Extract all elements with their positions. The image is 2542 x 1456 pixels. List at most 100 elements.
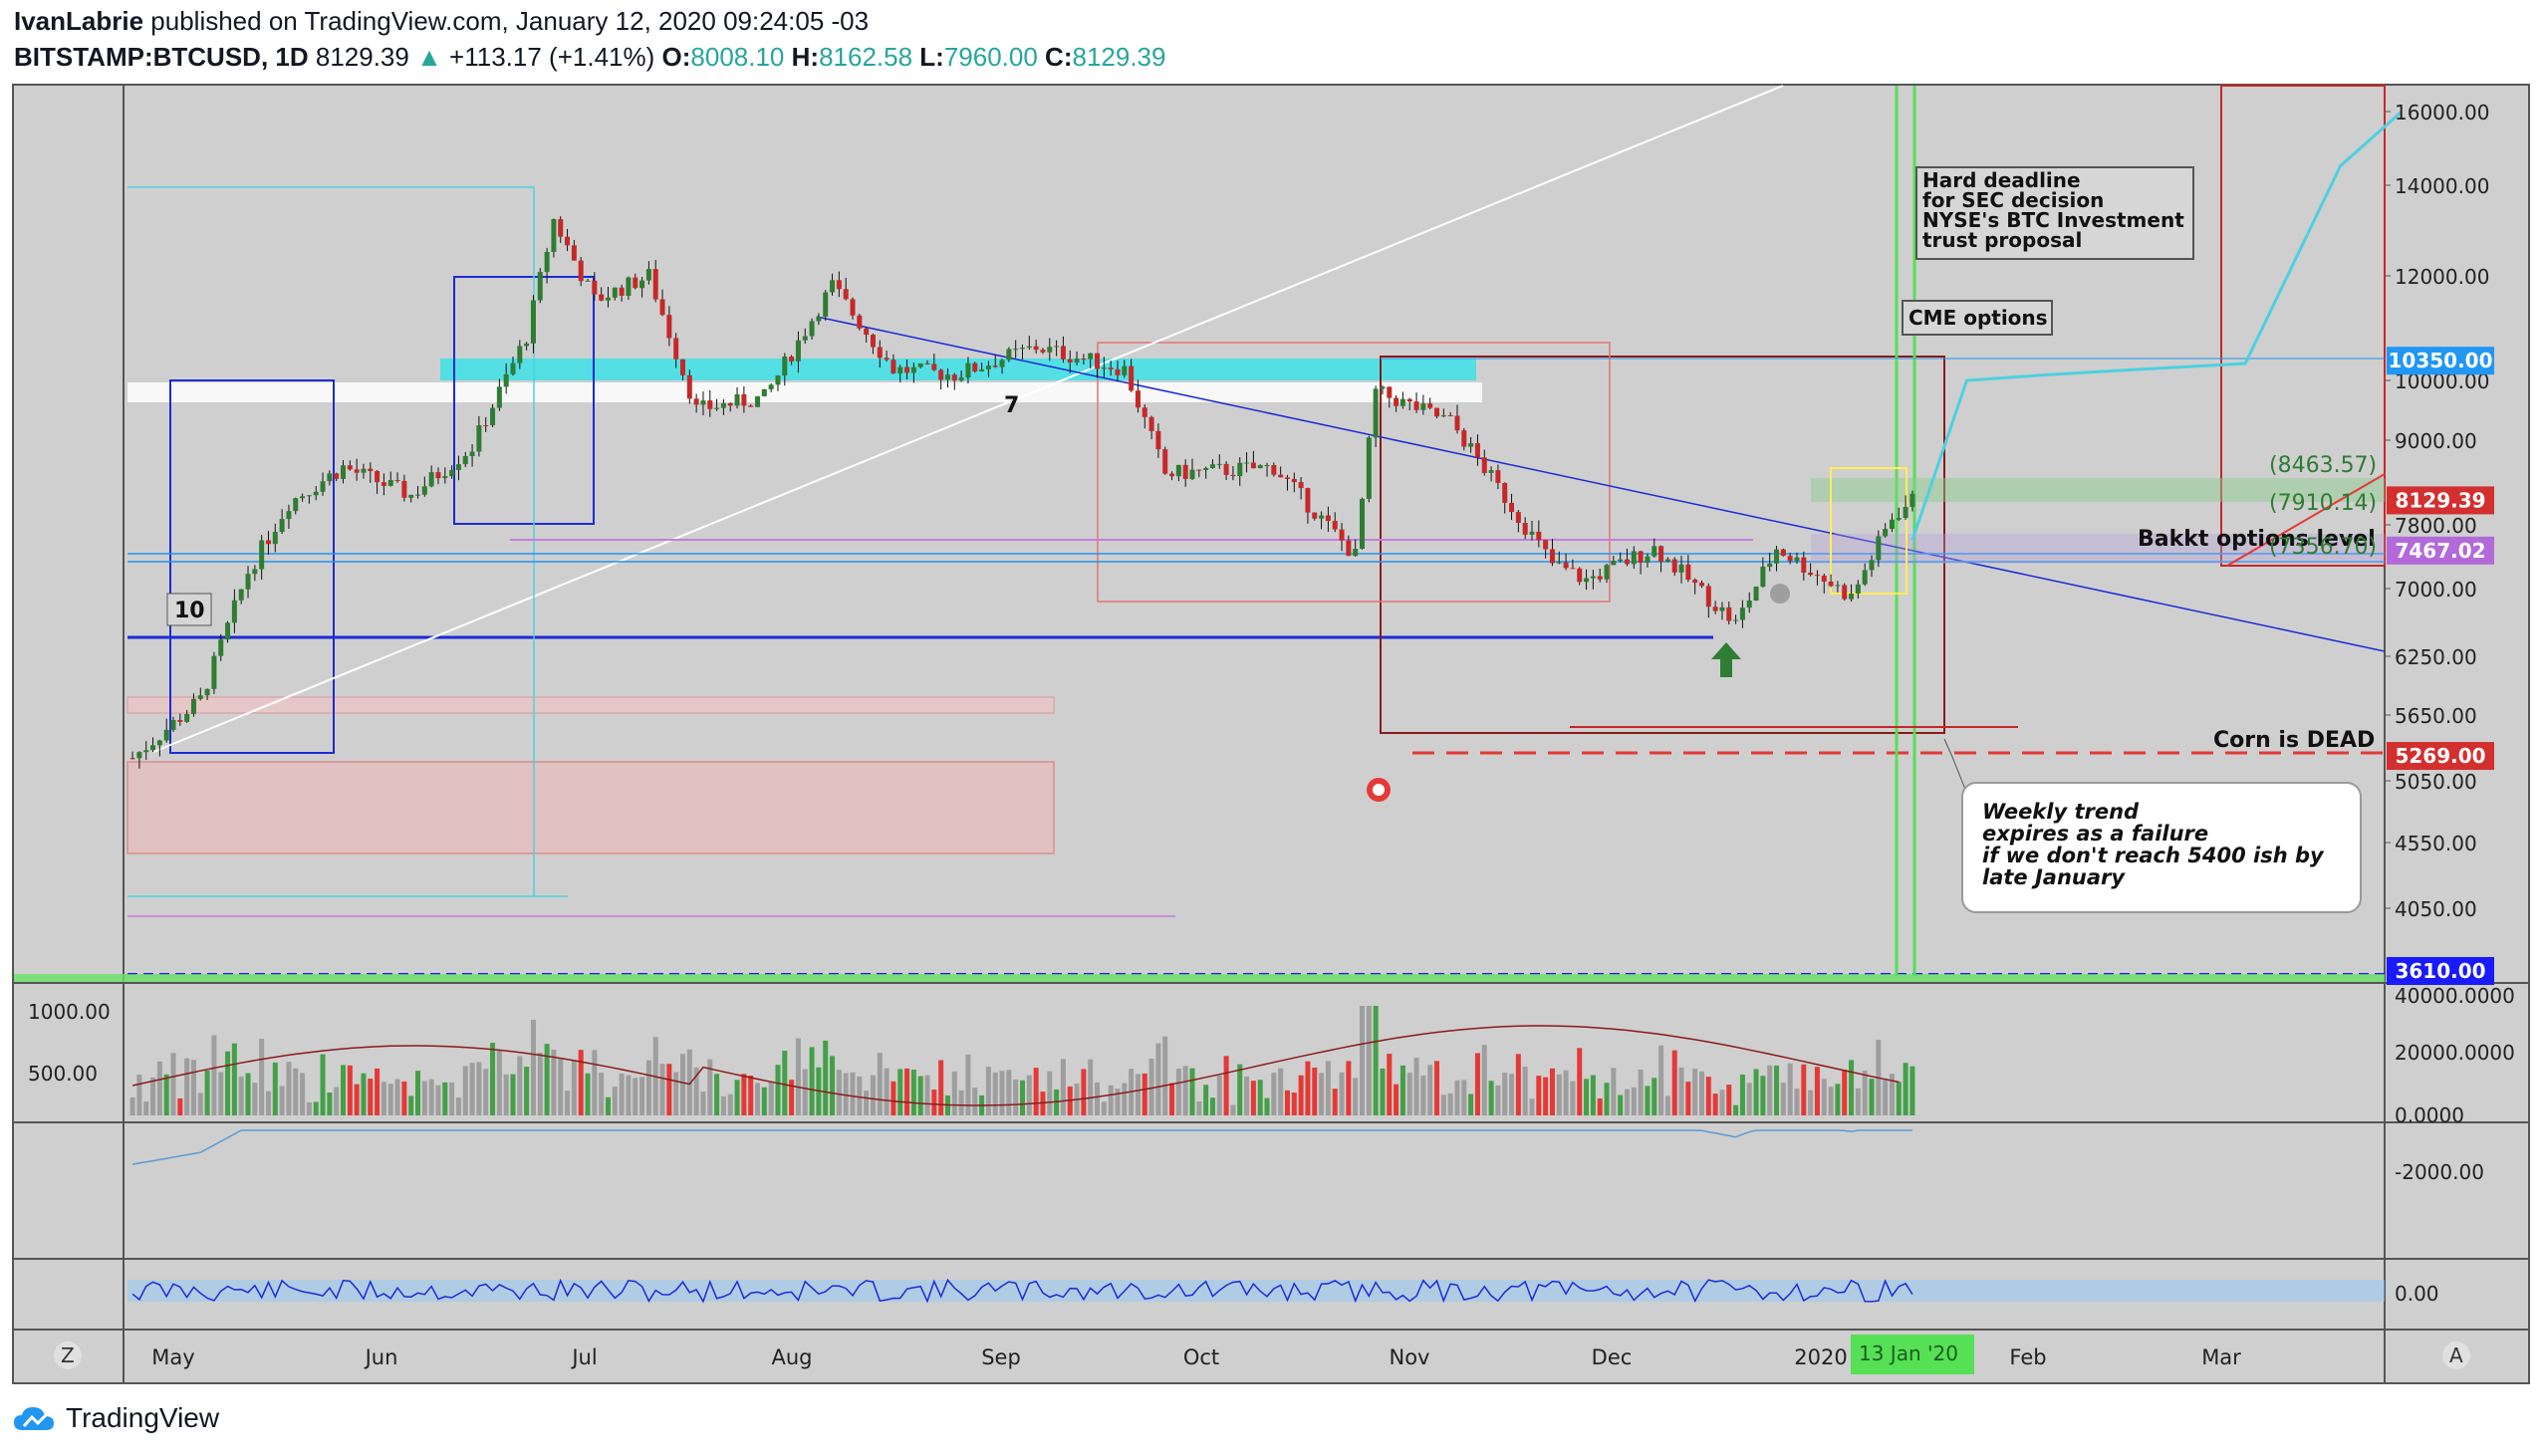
chart-drawings[interactable] [14,85,2386,982]
time-marker-label: 13 Jan '20 [1859,1341,1958,1365]
volume-bar [1468,1093,1474,1115]
candle-body [1618,559,1624,562]
right-scale-label: A [2449,1343,2463,1367]
marker-circle-icon [1770,584,1790,604]
volume-bar [1155,1043,1161,1115]
scale-controls[interactable]: Z A 13 Jan '20 [54,1335,2470,1374]
time-axis[interactable]: May Jun Jul Aug Sep Oct Nov Dec 2020 Feb Mar [151,1345,2241,1369]
high-value: 8162.58 [819,42,913,72]
candle-body [1645,556,1651,563]
candle-body [1209,464,1215,468]
chart-frame[interactable] [12,84,2530,1384]
publisher-name[interactable]: IvanLabrie [14,6,144,36]
candle-body [727,402,733,406]
candle-body [510,363,516,374]
candle-body [1808,572,1814,576]
sec-note-line-2: for SEC decision [1922,188,2104,212]
price-badge-label: 5269.00 [2395,744,2485,768]
candle-body [225,622,231,640]
candle-body [931,364,937,370]
candle-body [341,465,346,479]
cme-note: CME options [1908,306,2048,330]
resistance-band-white [127,382,1482,402]
volume-bar [354,1084,360,1115]
candle-body [1774,549,1780,564]
volume-bar [129,1096,135,1115]
candle-body [1203,467,1209,470]
candle-body [843,289,849,300]
volume-bar [1780,1083,1786,1115]
volume-bar [1753,1069,1759,1115]
candle-body [1814,575,1820,577]
volume-bar [904,1068,910,1115]
demand-zone-upper [127,696,1055,714]
volume-bar [850,1072,856,1115]
volume-bar [1230,1104,1236,1115]
volume-bar [177,1097,183,1115]
candle-body [1821,575,1827,582]
volume-bar [1855,1088,1861,1115]
volume-bar [1604,1083,1610,1115]
volume-bar [1618,1094,1624,1115]
candle-body [578,260,584,282]
volume-bar [1420,1075,1426,1115]
volume-bar [1590,1075,1596,1115]
symbol-label[interactable]: BITSTAMP:BTCUSD, 1D [14,42,309,72]
candle-body [1495,470,1501,483]
candle-body [802,336,808,341]
candle-body [592,280,598,295]
candle-body [1896,518,1902,520]
sec-note-box [1915,166,2194,260]
footer-brand[interactable]: TradingView [66,1402,220,1433]
volume-left-tick: 500.00 [28,1062,98,1086]
candle-body [1033,346,1039,351]
volume-bar [755,1083,761,1115]
volume-bar [1597,1097,1603,1115]
pane-dividers [14,86,2528,1382]
candle-body [245,574,251,590]
candle-body [1189,469,1195,479]
footer[interactable]: TradingView [12,1398,219,1438]
volume-bar [734,1080,740,1115]
volume-bar [958,1090,964,1115]
annotations[interactable]: Hard deadline for SEC decision NYSE's BT… [166,166,2377,913]
volume-bar [551,1050,557,1115]
volume-bar [761,1087,767,1115]
candle-body [1122,365,1128,375]
volume-bar [1339,1072,1345,1115]
candle-body [1570,568,1576,570]
volume-bar [1862,1070,1868,1115]
volume-bar [605,1096,611,1115]
candle-body [761,388,767,396]
volume-bar [1570,1081,1576,1115]
price-badge-label: 7467.02 [2395,539,2485,563]
y-tick-label: 7000.00 [2395,578,2477,602]
candle-body [700,400,706,405]
volume-bar [300,1073,306,1115]
candle-body [1216,463,1222,465]
level-7356-label: (7356.70) [2269,535,2377,560]
volume-bar [1264,1097,1270,1115]
candle-body [524,343,530,347]
candle-body [1169,473,1175,477]
chart-icons[interactable] [1367,584,1790,802]
candle-body [1502,482,1508,503]
volume-bar [1189,1068,1195,1115]
volume-bar [1699,1071,1704,1115]
candle-body [714,407,720,409]
high-label: H: [791,42,820,72]
candle-body [1733,619,1739,621]
projection-line [1910,110,2403,541]
volume-bar [184,1058,190,1115]
volume-bar [1705,1077,1711,1115]
candle-body [782,356,788,376]
volume-bar [156,1061,162,1115]
level-7910-label: (7910.14) [2269,491,2377,516]
volume-bar [720,1095,726,1115]
volume-bar [1013,1079,1019,1115]
volume-bar [890,1081,896,1115]
candle-body [741,393,747,406]
candle-body [720,402,726,408]
candle-body [259,540,265,570]
